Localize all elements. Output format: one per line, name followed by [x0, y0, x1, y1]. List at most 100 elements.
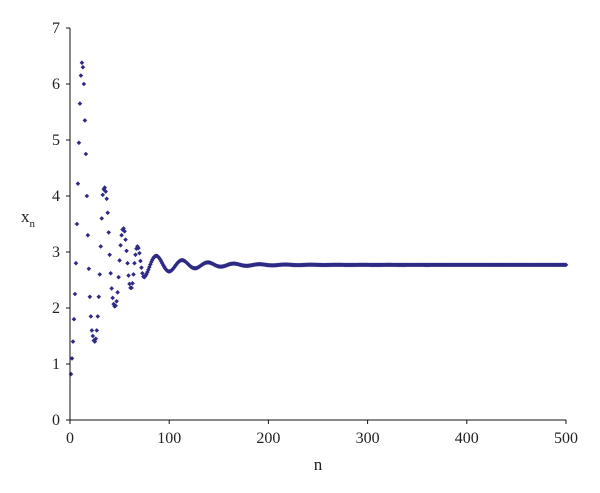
data-point [89, 328, 95, 333]
data-point [72, 291, 78, 297]
data-point [78, 73, 84, 78]
data-point [104, 196, 110, 202]
data-point [136, 245, 141, 251]
y-ticks: 0 1 2 3 4 5 6 7 [52, 20, 70, 429]
data-point [158, 259, 164, 264]
data-point [106, 230, 111, 235]
data-point [83, 151, 89, 157]
y-axis-title-main: x [21, 207, 30, 226]
data-point [131, 272, 136, 277]
data-point [86, 266, 92, 272]
data-point [80, 64, 86, 70]
y-tick-label: 2 [52, 300, 60, 317]
data-point [97, 272, 103, 277]
data-point [123, 237, 128, 242]
data-point [94, 328, 100, 333]
y-axis-title-subscript: n [30, 218, 36, 230]
data-point [150, 257, 155, 263]
x-axis-title: n [314, 455, 323, 474]
data-point [84, 193, 90, 199]
data-point [95, 314, 101, 319]
data-point [100, 192, 106, 198]
data-point [125, 260, 130, 266]
data-point [139, 265, 144, 270]
data-point [147, 264, 152, 270]
y-tick-label: 3 [52, 244, 60, 261]
data-point [90, 333, 96, 339]
x-ticks: 0 100 200 300 400 500 [66, 420, 578, 447]
data-point [69, 356, 75, 361]
data-point [172, 263, 178, 269]
data-point [126, 273, 131, 278]
data-point [113, 303, 118, 309]
y-tick-label: 1 [52, 356, 60, 373]
data-point [118, 242, 123, 248]
data-point [99, 216, 105, 221]
data-point [137, 250, 142, 256]
data-point [71, 316, 77, 322]
data-point [109, 286, 114, 291]
data-point [111, 301, 116, 307]
data-point [115, 290, 120, 295]
data-point [73, 260, 79, 266]
data-point [121, 226, 126, 231]
y-tick-label: 6 [52, 76, 60, 93]
data-point [76, 140, 82, 146]
data-point [98, 244, 104, 249]
data-point [74, 221, 80, 227]
data-point [116, 274, 121, 280]
data-point [171, 265, 177, 270]
data-point [82, 118, 88, 123]
data-point [105, 210, 110, 216]
plot-points [68, 60, 569, 377]
data-point [87, 294, 93, 300]
data-point [160, 262, 166, 268]
x-tick-label: 400 [455, 430, 479, 447]
data-point [110, 295, 115, 301]
data-point [102, 185, 108, 190]
data-point [119, 232, 124, 238]
data-point [92, 339, 98, 344]
y-tick-label: 5 [52, 132, 60, 149]
axes [69, 28, 566, 421]
data-point [157, 257, 163, 262]
data-point [75, 181, 81, 186]
data-point [140, 270, 145, 276]
data-point [108, 270, 113, 276]
data-point [122, 228, 127, 234]
data-point [88, 314, 94, 319]
data-point [129, 285, 134, 291]
data-point [114, 298, 119, 304]
x-tick-label: 0 [66, 430, 74, 447]
data-point [138, 258, 143, 264]
data-point [563, 262, 569, 268]
data-point [135, 244, 140, 249]
data-point [103, 189, 109, 194]
y-axis-title: xn [21, 207, 36, 230]
data-point [85, 232, 91, 238]
x-tick-label: 200 [256, 430, 280, 447]
data-point [117, 258, 122, 263]
x-tick-label: 300 [356, 430, 380, 447]
data-point [134, 246, 139, 251]
data-point [81, 81, 87, 87]
data-point [133, 252, 138, 258]
data-point [130, 281, 135, 286]
data-point [77, 101, 83, 106]
y-tick-label: 0 [52, 412, 60, 429]
data-point [132, 260, 137, 266]
data-point [107, 252, 112, 258]
x-tick-label: 100 [157, 430, 181, 447]
y-tick-label: 4 [52, 188, 60, 205]
data-point [149, 259, 154, 265]
data-point [70, 339, 76, 344]
x-tick-label: 500 [554, 430, 578, 447]
data-point [79, 60, 85, 66]
data-point [68, 371, 74, 377]
data-point [96, 294, 102, 300]
data-point [127, 281, 132, 287]
data-point [159, 260, 165, 266]
data-point [146, 267, 151, 272]
data-point [124, 248, 129, 254]
